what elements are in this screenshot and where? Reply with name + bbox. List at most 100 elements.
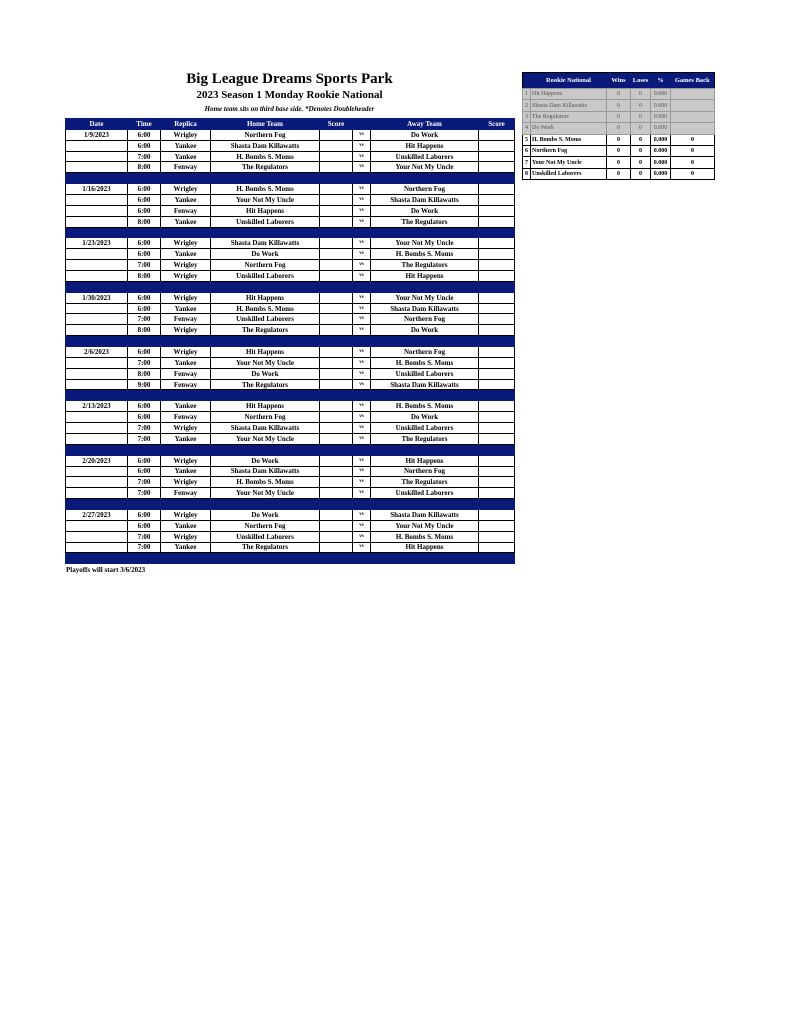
time-cell: 8:00 [127,270,161,282]
separator-cell [352,226,371,239]
date-cell [65,367,128,380]
away-score-cell [478,270,515,282]
separator-cell [370,443,479,456]
time-cell: 6:00 [127,128,161,141]
vs-cell: vs [352,465,371,478]
date-cell [65,530,128,543]
away-score-cell [478,356,515,369]
vs-cell: vs [352,139,371,152]
separator-cell [370,335,479,348]
time-cell: 8:00 [127,161,161,174]
home-score-cell [319,487,353,500]
home-team-cell: Your Not My Uncle [210,432,320,445]
home-score-cell [319,519,353,532]
team-cell: Hit Happens [530,87,607,101]
home-score-cell [319,411,353,424]
week-separator [65,389,515,402]
replica-cell: Fenway [160,378,211,391]
home-team-cell: Northern Fog [210,259,320,272]
standings-row: 2 Shasta Dam Killawatts 0 0 0.000 [522,99,715,112]
separator-cell [370,280,479,293]
away-score-cell [478,454,515,467]
time-cell: 7:00 [127,422,161,434]
separator-cell [65,443,128,456]
away-team-cell: Hit Happens [370,270,479,282]
replica-cell: Wrigley [160,508,211,521]
table-row: 6:00 Yankee Your Not My Uncle vs Shasta Dam … [65,194,515,206]
rank-cell: 8 [522,167,531,181]
away-team-cell: Your Not My Uncle [370,291,479,304]
away-score-cell [478,128,515,141]
home-score-cell [319,270,353,282]
away-score-cell [478,378,515,391]
date-cell [65,215,128,228]
wins-cell: 0 [606,156,631,169]
standings-table: Rookie National Wins Loses% Games Back 1 Hit… [522,72,715,181]
home-score-cell [319,237,353,250]
table-row: 8:00 Yankee Unskilled Laborers vs The Regula… [65,215,515,228]
vs-cell: vs [352,476,371,489]
separator-cell [319,389,353,402]
time-cell: 6:00 [127,454,161,467]
away-team-cell: H. Bombs S. Moms [370,530,479,543]
away-team-cell: H. Bombs S. Moms [370,248,479,261]
away-team-cell: Your Not My Uncle [370,519,479,532]
table-row: 2/27/2023 6:00 Wrigley Do Work vs Shasta Dam … [65,508,515,521]
home-score-cell [319,291,353,304]
column-header: Score [319,118,353,130]
date-cell: 1/23/2023 [65,237,128,250]
date-cell: 2/27/2023 [65,508,128,521]
vs-cell: vs [352,519,371,532]
home-team-cell: H. Bombs S. Moms [210,302,320,315]
loses-cell: 0 [630,167,651,181]
home-score-cell [319,465,353,478]
week-separator [65,172,515,185]
replica-cell: Yankee [160,215,211,228]
vs-cell: vs [352,313,371,326]
away-score-cell [478,530,515,543]
home-team-cell: Hit Happens [210,204,320,217]
separator-cell [65,389,128,402]
away-team-cell: Northern Fog [370,313,479,326]
home-score-cell [319,378,353,391]
playoffs-note: Playoffs will start 3/6/2023 [66,566,146,574]
pct-cell: 0.000 [650,99,671,112]
vs-cell: vs [352,487,371,500]
games-back-cell: 0 [670,144,715,158]
vs-cell: vs [352,291,371,304]
away-score-cell [478,476,515,489]
column-header: Wins [606,72,631,89]
time-cell: 6:00 [127,291,161,304]
standings-row: 8 Unskilled Laborers 0 0 0.000 0 [522,167,715,181]
separator-cell [370,498,479,510]
table-row: 8:00 Fenway Do Work vs Unskilled Laborers [65,367,515,380]
home-score-cell [319,367,353,380]
separator-cell [160,552,211,565]
home-team-cell: Northern Fog [210,519,320,532]
separator-cell [65,280,128,293]
home-score-cell [319,139,353,152]
separator-cell [319,172,353,185]
column-header: Date [65,118,128,130]
rank-header [522,72,531,89]
replica-cell: Wrigley [160,270,211,282]
table-row: 6:00 Fenway Northern Fog vs Do Work [65,411,515,424]
home-team-cell: H. Bombs S. Moms [210,476,320,489]
away-score-cell [478,432,515,445]
time-cell: 6:00 [127,346,161,358]
games-back-cell [670,122,715,135]
table-row: 6:00 Yankee Northern Fog vs Your Not My Uncl… [65,519,515,532]
away-score-cell [478,411,515,424]
home-score-cell [319,313,353,326]
home-team-cell: Your Not My Uncle [210,487,320,500]
home-team-cell: Hit Happens [210,346,320,358]
team-cell: Your Not My Uncle [530,156,607,169]
time-cell: 6:00 [127,248,161,261]
team-cell: H. Bombs S. Moms [530,133,607,146]
standings-row: 7 Your Not My Uncle 0 0 0.000 0 [522,156,715,169]
away-team-cell: H. Bombs S. Moms [370,400,479,413]
separator-cell [352,443,371,456]
date-cell [65,161,128,174]
home-score-cell [319,476,353,489]
date-cell [65,411,128,424]
